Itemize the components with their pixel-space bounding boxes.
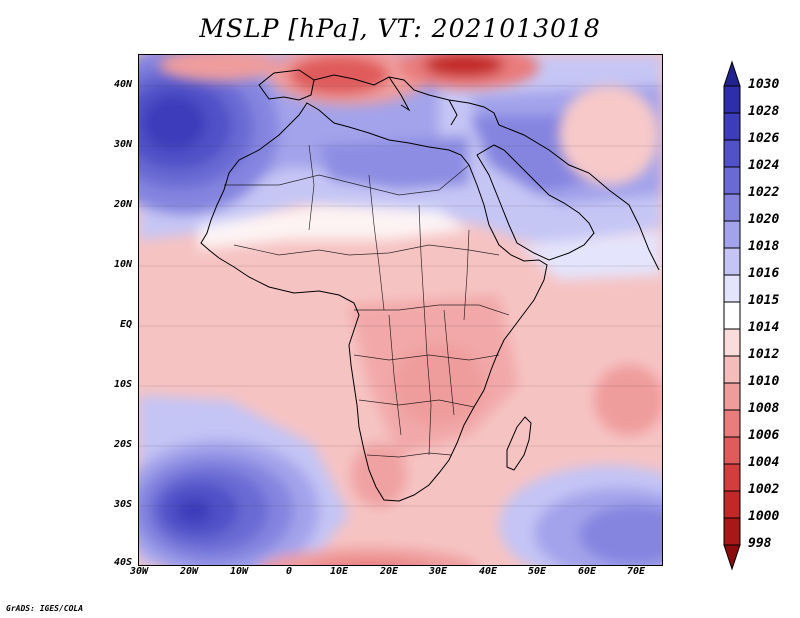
colorbar-box <box>723 301 741 330</box>
colorbar-label: 1004 <box>748 455 780 470</box>
lon-label-30e: 30E <box>428 566 448 577</box>
colorbar-label: 1022 <box>748 185 780 200</box>
grads-credit: GrADS: IGES/COLA <box>6 604 84 613</box>
pressure-map <box>138 54 663 566</box>
colorbar-box <box>723 382 741 411</box>
lat-label-eq: EQ <box>119 319 132 330</box>
colorbar-box <box>723 409 741 438</box>
colorbar-label: 1012 <box>748 347 780 362</box>
colorbar-label: 1016 <box>748 266 780 281</box>
lon-label-0: 0 <box>285 566 293 577</box>
colorbar-box <box>723 328 741 357</box>
lon-label-40e: 40E <box>478 566 498 577</box>
colorbar-label: 1030 <box>748 77 780 92</box>
lon-label-30w: 30W <box>129 566 149 577</box>
lat-label-20n: 20N <box>113 199 132 210</box>
colorbar-box <box>723 247 741 276</box>
colorbar-label: 1024 <box>748 158 780 173</box>
coastlines <box>200 69 660 502</box>
graticule <box>139 85 662 507</box>
colorbar-label: 1010 <box>748 374 780 389</box>
lat-label-20s: 20S <box>113 439 132 450</box>
lon-label-20w: 20W <box>179 566 199 577</box>
country-borders <box>224 144 510 458</box>
colorbar-box <box>723 355 741 384</box>
lat-label-10n: 10N <box>113 259 132 270</box>
colorbar-label: 1026 <box>748 131 780 146</box>
colorbar-bottom-arrow <box>723 544 741 571</box>
colorbar-label: 1006 <box>748 428 780 443</box>
map-title: MSLP [hPa], VT: 2021013018 <box>199 14 601 43</box>
lat-label-30n: 30N <box>113 139 132 150</box>
lat-label-40s: 40S <box>113 557 132 568</box>
colorbar-box <box>723 274 741 303</box>
colorbar-label: 1002 <box>748 482 780 497</box>
lon-label-60e: 60E <box>577 566 597 577</box>
lon-label-10e: 10E <box>329 566 349 577</box>
lat-label-10s: 10S <box>113 379 132 390</box>
colorbar-label: 1028 <box>748 104 780 119</box>
colorbar-top-arrow <box>723 60 741 87</box>
colorbar-box <box>723 139 741 168</box>
colorbar-label: 1000 <box>748 509 780 524</box>
colorbar-label: 1020 <box>748 212 780 227</box>
colorbar-label: 1018 <box>748 239 780 254</box>
colorbar-label: 1008 <box>748 401 780 416</box>
colorbar-graphic <box>723 60 741 571</box>
colorbar-box <box>723 517 741 546</box>
lon-label-50e: 50E <box>527 566 547 577</box>
colorbar-box <box>723 85 741 114</box>
colorbar-box <box>723 193 741 222</box>
lat-label-40n: 40N <box>113 79 132 90</box>
lon-label-70e: 70E <box>626 566 646 577</box>
colorbar-label: 1014 <box>748 320 780 335</box>
lon-label-10w: 10W <box>229 566 249 577</box>
colorbar-box <box>723 220 741 249</box>
colorbar-box <box>723 112 741 141</box>
lat-label-30s: 30S <box>113 499 132 510</box>
colorbar-box <box>723 463 741 492</box>
colorbar-label: 1015 <box>748 293 780 308</box>
colorbar-box <box>723 166 741 195</box>
lon-label-20e: 20E <box>379 566 399 577</box>
colorbar-box <box>723 490 741 519</box>
colorbar-box <box>723 436 741 465</box>
pressure-field <box>139 55 662 565</box>
colorbar-label: 998 <box>748 536 772 551</box>
